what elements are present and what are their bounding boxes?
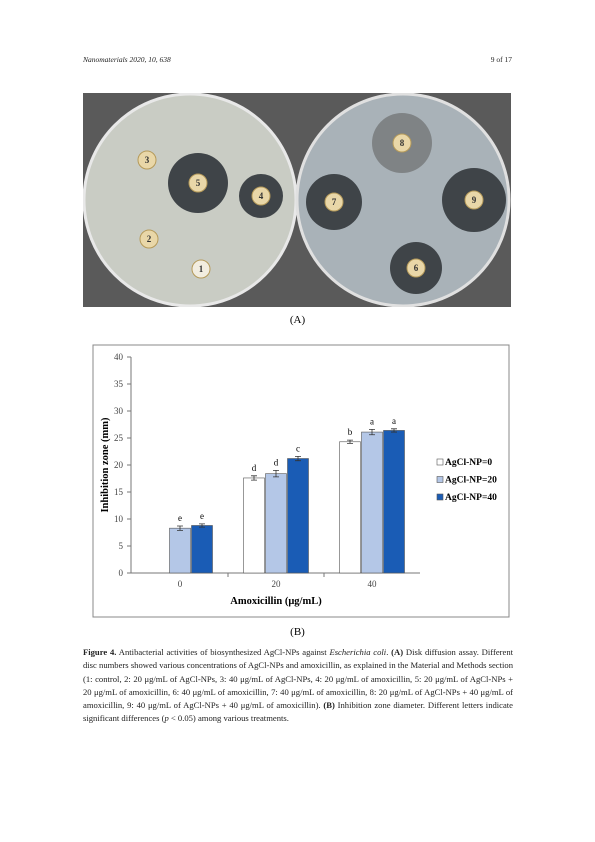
x-tick-label: 0 [178,579,183,589]
bar [361,431,383,574]
y-axis-title: Inhibition zone (mm) [100,417,111,513]
header-page: 9 of 17 [490,55,512,64]
error-bar [177,525,183,531]
disk-label: 9 [472,195,477,205]
x-tick-label: 40 [368,579,378,589]
significance-letter: e [178,513,182,523]
bar [339,441,361,574]
bar [169,527,191,574]
legend-label: AgCl-NP=20 [445,476,497,486]
y-tick-label: 20 [114,460,124,470]
significance-letter: a [370,416,374,426]
legend-swatch [436,493,444,501]
significance-letter: d [274,457,279,467]
error-bar [251,475,257,481]
caption-part: p [164,713,169,724]
disk-label: 6 [414,263,419,273]
significance-letter: a [392,416,396,426]
x-tick-label: 20 [272,579,282,589]
significance-letter: e [200,511,204,521]
y-tick-label: 35 [114,379,124,389]
chart: 0 5 10 15 20 25 30 35 40 Inhibition zone (mm) Amox… [92,344,510,618]
legend-swatch [436,476,444,483]
caption-part: Antibacterial activities of biosynthesiz… [116,647,330,657]
bar [383,430,405,574]
caption: Figure 4. Antibacterial activities of bi… [83,646,513,726]
disk-label: 2 [147,234,152,244]
y-tick-label: 15 [114,487,124,497]
legend-swatch [436,458,444,466]
disk-label: 8 [400,138,405,148]
caption-part: . [386,647,392,657]
bar [265,473,287,574]
caption-part: Escherichia coli [329,647,387,657]
caption-part: Disk diffusion assay. Different disc num… [83,647,514,711]
y-tick-label: 5 [119,541,124,551]
panel-label: (A) [289,314,306,326]
legend-label: AgCl-NP=40 [445,493,497,503]
bar [243,477,265,574]
y-tick-label: 30 [114,406,124,416]
error-bar [369,428,375,436]
significance-letter: d [252,463,257,473]
y-tick-label: 10 [114,514,124,524]
caption-part: Inhibition zone diameter. Different lett… [83,700,513,724]
header-citation: Nanomaterials 2020, 10, 638 [83,55,171,64]
error-bar [391,428,397,433]
y-tick-label: 40 [114,352,124,362]
significance-letter: b [348,427,353,437]
disk-label: 7 [332,197,337,207]
error-bar [273,470,279,478]
significance-letter: c [296,443,300,453]
error-bar [347,439,353,444]
disk-label: 1 [199,264,204,274]
legend-label: AgCl-NP=0 [445,458,492,468]
y-tick-label: 0 [119,568,124,578]
error-bar [295,455,301,462]
x-axis-title: Amoxicillin (μg/mL) [230,596,322,607]
disk-label: 3 [145,155,150,165]
error-bar [199,523,205,528]
caption-part: < 0.05) among various treatments. [168,713,289,724]
disk-label: 5 [196,178,201,188]
caption-part: (A) [391,647,404,657]
photo: 1 2 3 4 5 6 7 8 9 [83,93,511,307]
caption-part: Figure 4. [83,647,117,657]
y-tick-label: 25 [114,433,124,443]
bar [287,458,309,574]
caption-part: (B) [323,700,335,711]
disk-label: 4 [259,191,264,201]
panel-label: (B) [290,626,305,638]
bar [191,525,213,574]
